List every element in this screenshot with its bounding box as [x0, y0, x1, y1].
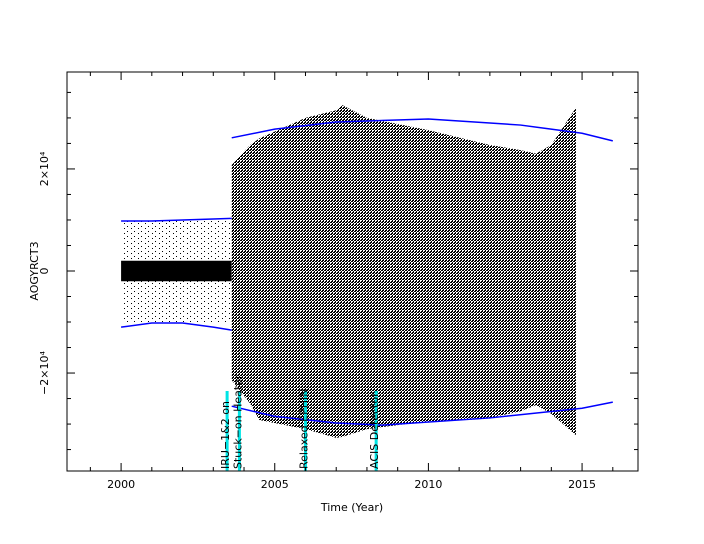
limit-line: [120, 322, 232, 331]
point-cloud: [121, 260, 232, 282]
limit-line: [231, 401, 613, 426]
y-tick-label: 2×10⁴: [38, 151, 51, 186]
plot-frame: [66, 71, 639, 472]
x-tick-label: 2010: [414, 478, 442, 491]
annotation-label: IRU−1&2 on: [219, 401, 232, 469]
limit-line: [121, 217, 232, 222]
x-tick-label: 2005: [261, 478, 289, 491]
x-tick-label: 2015: [568, 478, 596, 491]
annotation-label: ACIS Detector: [368, 392, 381, 469]
annotation-label: Relaxed EPHIN: [297, 389, 310, 469]
x-axis-label: Time (Year): [320, 501, 383, 514]
point-cloud: [231, 105, 576, 438]
annotation-label: Stuck−on Heater: [231, 374, 244, 469]
y-axis-label: AOGYRCT3: [28, 241, 41, 300]
y-tick-label: 0: [38, 267, 51, 274]
x-tick-label: 2000: [107, 478, 135, 491]
y-tick-label: −2×10⁴: [38, 351, 51, 395]
limit-line: [231, 118, 613, 142]
